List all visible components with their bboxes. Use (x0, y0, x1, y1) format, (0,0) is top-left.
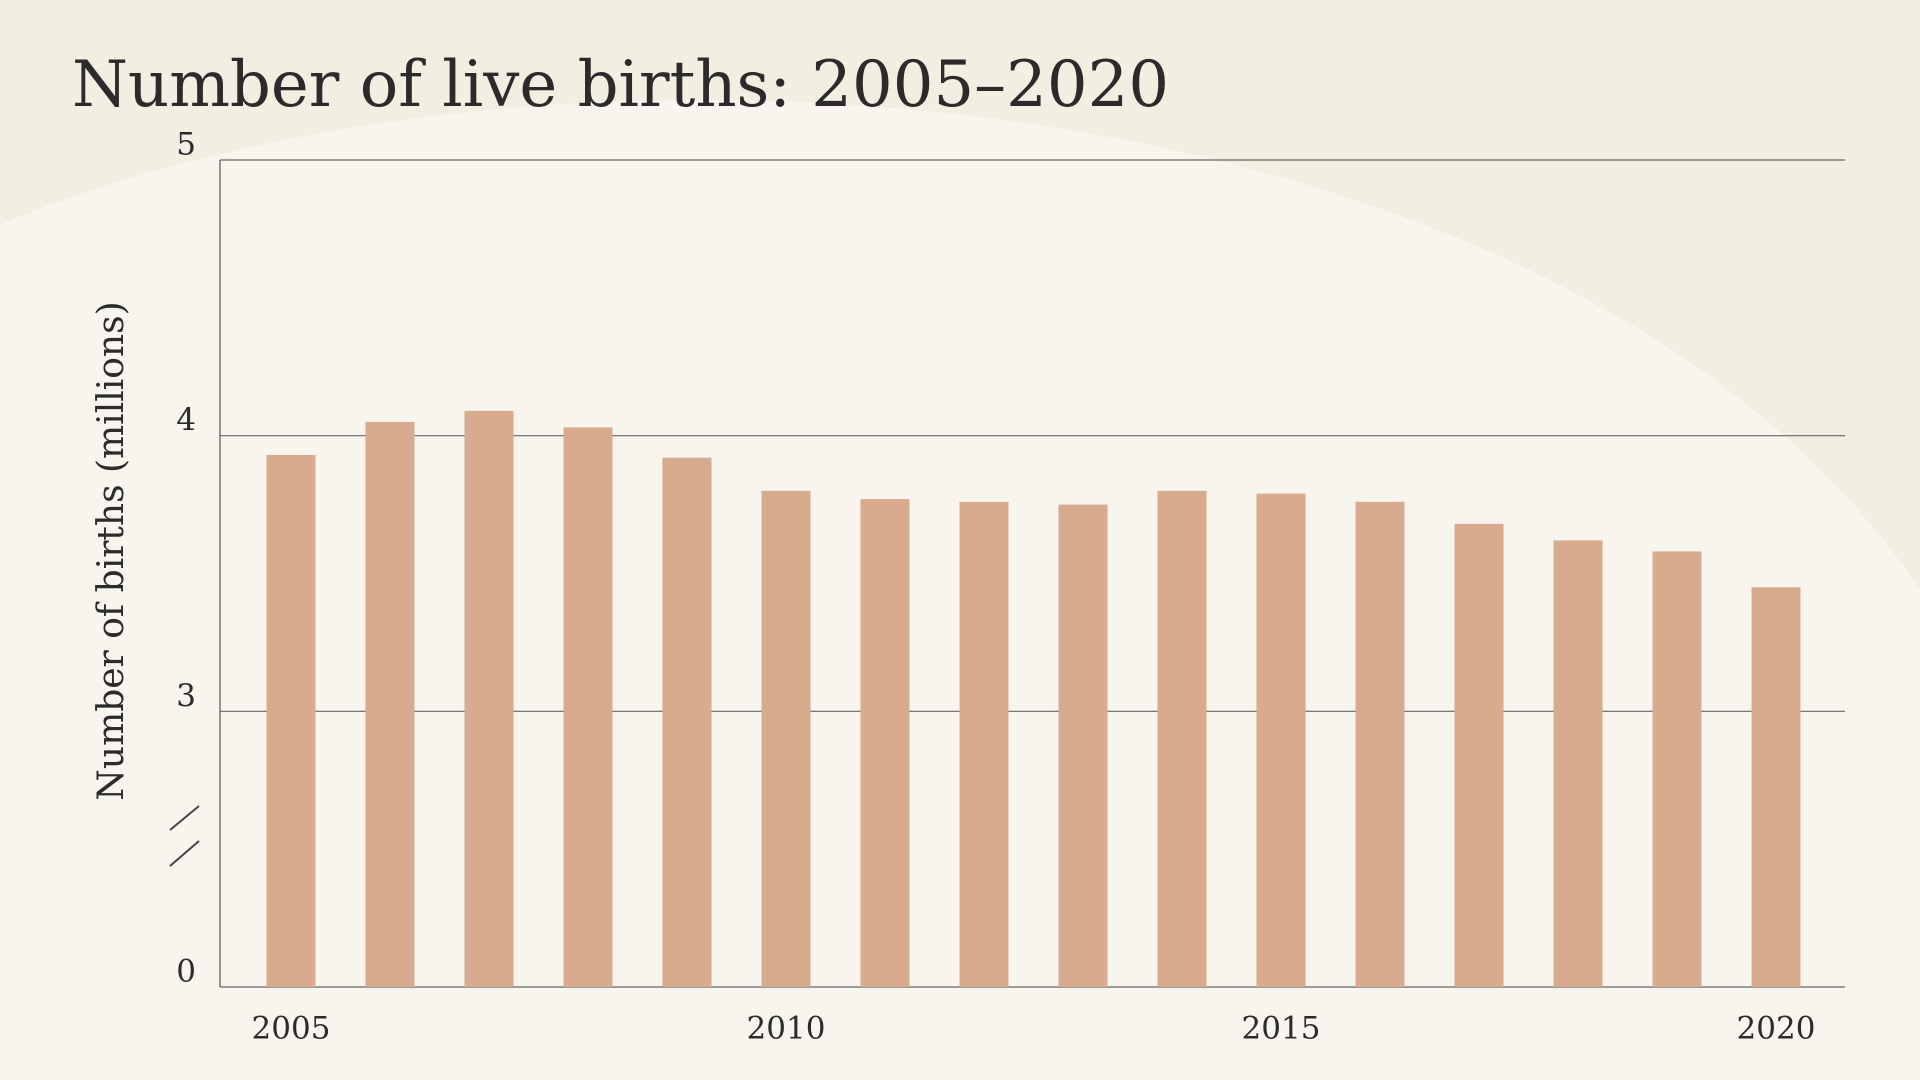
bar (365, 421, 415, 988)
bar (1751, 587, 1801, 987)
y-tick-label: 4 (176, 402, 196, 438)
bar (1454, 523, 1504, 987)
axis-break (169, 840, 200, 867)
bar (860, 499, 910, 987)
bar (1157, 490, 1207, 987)
x-tick-label: 2015 (1242, 1011, 1321, 1047)
x-tick-label: 2010 (747, 1011, 826, 1047)
bar (1058, 504, 1108, 987)
bar (563, 427, 613, 987)
x-tick-label: 2005 (252, 1011, 331, 1047)
y-tick-label: 0 (176, 954, 196, 990)
chart-title: Number of live births: 2005–2020 (72, 48, 1169, 122)
bar (1256, 493, 1306, 987)
bar (266, 454, 316, 987)
background-shape (0, 0, 1920, 590)
bar (1553, 540, 1603, 987)
bar (662, 457, 712, 988)
y-tick-label: 5 (176, 127, 196, 163)
bar (761, 490, 811, 987)
axis-break (169, 805, 200, 831)
bar (1355, 501, 1405, 987)
y-tick-label: 3 (176, 678, 196, 714)
bar (464, 410, 514, 987)
x-tick-label: 2020 (1737, 1011, 1816, 1047)
bar (1652, 551, 1702, 987)
y-axis-label: Number of births (millions) (91, 301, 132, 800)
bar (959, 501, 1009, 987)
